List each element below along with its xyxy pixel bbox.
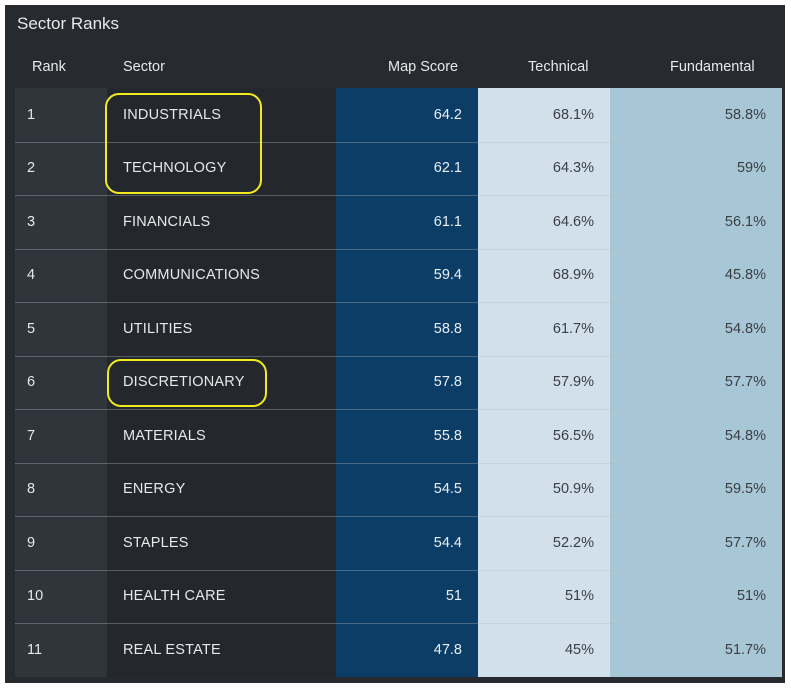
header-fundamental[interactable]: Fundamental bbox=[670, 59, 755, 75]
technical-cell: 52.2% bbox=[552, 534, 594, 551]
sector-cell: COMMUNICATIONS bbox=[123, 267, 261, 284]
rank-cell: 4 bbox=[27, 267, 36, 284]
technical-cell: 64.3% bbox=[552, 160, 594, 177]
map-score-column bbox=[336, 88, 478, 677]
sector-table: 1 INDUSTRIALS 64.2 68.1% 58.8% 2 TECHNOLOGY 62.… bbox=[15, 88, 782, 677]
sector-cell: ENERGY bbox=[123, 481, 186, 498]
table-row[interactable]: 7 MATERIALS 55.8 56.5% 54.8% bbox=[15, 409, 782, 463]
fundamental-column bbox=[610, 88, 782, 677]
rank-cell: 11 bbox=[27, 641, 43, 658]
map-score-cell: 55.8 bbox=[433, 427, 462, 444]
row-divider bbox=[15, 141, 782, 143]
fundamental-cell: 59.5% bbox=[724, 481, 766, 498]
technical-cell: 64.6% bbox=[552, 213, 594, 230]
map-score-cell: 47.8 bbox=[433, 641, 462, 658]
map-score-cell: 59.4 bbox=[433, 267, 462, 284]
header-sector[interactable]: Sector bbox=[123, 59, 165, 75]
sector-cell: DISCRETIONARY bbox=[123, 374, 245, 391]
table-row[interactable]: 3 FINANCIALS 61.1 64.6% 56.1% bbox=[15, 195, 782, 249]
row-divider bbox=[15, 516, 782, 517]
rank-cell: 7 bbox=[27, 427, 36, 444]
table-row[interactable]: 6 DISCRETIONARY 57.8 57.9% 57.7% bbox=[15, 356, 782, 410]
sector-cell: MATERIALS bbox=[123, 427, 206, 444]
fundamental-cell: 58.8% bbox=[724, 106, 766, 123]
fundamental-cell: 57.7% bbox=[724, 374, 766, 391]
row-divider bbox=[15, 355, 782, 357]
map-score-cell: 58.8 bbox=[433, 320, 462, 337]
technical-cell: 50.9% bbox=[552, 481, 594, 498]
row-divider bbox=[15, 623, 782, 624]
fundamental-cell: 57.7% bbox=[724, 534, 766, 551]
rank-cell: 9 bbox=[27, 534, 36, 551]
table-row[interactable]: 10 HEALTH CARE 51 51% 51% bbox=[15, 570, 782, 624]
header-technical[interactable]: Technical bbox=[528, 59, 589, 75]
rank-cell: 8 bbox=[27, 481, 36, 498]
fundamental-cell: 54.8% bbox=[724, 427, 766, 444]
rank-cell: 3 bbox=[27, 213, 36, 230]
table-row[interactable]: 2 TECHNOLOGY 62.1 64.3% 59% bbox=[15, 142, 782, 196]
technical-cell: 61.7% bbox=[552, 320, 594, 337]
map-score-cell: 64.2 bbox=[433, 106, 462, 123]
technical-cell: 51% bbox=[564, 588, 594, 605]
map-score-cell: 62.1 bbox=[433, 160, 462, 177]
map-score-cell: 54.4 bbox=[433, 534, 462, 551]
map-score-cell: 57.8 bbox=[433, 374, 462, 391]
technical-cell: 68.9% bbox=[552, 267, 594, 284]
sector-cell: STAPLES bbox=[123, 534, 189, 551]
row-divider bbox=[15, 462, 782, 464]
fundamental-cell: 56.1% bbox=[724, 213, 766, 230]
rank-cell: 1 bbox=[27, 106, 36, 123]
header-map-score[interactable]: Map Score bbox=[388, 59, 459, 75]
technical-column bbox=[478, 88, 610, 677]
technical-cell: 57.9% bbox=[552, 374, 594, 391]
rank-column bbox=[15, 88, 107, 677]
row-divider bbox=[15, 569, 782, 571]
table-row[interactable]: 9 STAPLES 54.4 52.2% 57.7% bbox=[15, 516, 782, 570]
sector-cell: FINANCIALS bbox=[123, 213, 211, 230]
rank-cell: 2 bbox=[27, 160, 36, 177]
row-divider bbox=[15, 302, 782, 303]
fundamental-cell: 51.7% bbox=[724, 641, 766, 658]
table-row[interactable]: 1 INDUSTRIALS 64.2 68.1% 58.8% bbox=[15, 88, 782, 142]
sector-cell: INDUSTRIALS bbox=[123, 106, 222, 123]
sector-cell: HEALTH CARE bbox=[123, 588, 226, 605]
rank-cell: 6 bbox=[27, 374, 36, 391]
fundamental-cell: 54.8% bbox=[724, 320, 766, 337]
header-rank[interactable]: Rank bbox=[32, 59, 66, 75]
fundamental-cell: 45.8% bbox=[724, 267, 766, 284]
table-row[interactable]: 5 UTILITIES 58.8 61.7% 54.8% bbox=[15, 302, 782, 356]
panel-title: Sector Ranks bbox=[17, 14, 120, 33]
row-divider bbox=[15, 409, 782, 410]
map-score-cell: 54.5 bbox=[433, 481, 462, 498]
table-row[interactable]: 4 COMMUNICATIONS 59.4 68.9% 45.8% bbox=[15, 249, 782, 303]
sector-cell: UTILITIES bbox=[123, 320, 193, 337]
fundamental-cell: 51% bbox=[736, 588, 766, 605]
technical-cell: 56.5% bbox=[552, 427, 594, 444]
sector-cell: REAL ESTATE bbox=[123, 641, 221, 658]
table-row[interactable]: 11 REAL ESTATE 47.8 45% 51.7% bbox=[15, 623, 782, 677]
map-score-cell: 61.1 bbox=[433, 213, 462, 230]
technical-cell: 45% bbox=[564, 641, 594, 658]
fundamental-cell: 59% bbox=[736, 160, 766, 177]
technical-cell: 68.1% bbox=[552, 106, 594, 123]
row-divider bbox=[15, 195, 782, 196]
rank-cell: 10 bbox=[27, 588, 44, 605]
map-score-cell: 51 bbox=[445, 588, 462, 605]
rank-cell: 5 bbox=[27, 320, 36, 337]
sector-column bbox=[107, 88, 336, 677]
table-row[interactable]: 8 ENERGY 54.5 50.9% 59.5% bbox=[15, 463, 782, 517]
sector-cell: TECHNOLOGY bbox=[123, 160, 227, 177]
row-divider bbox=[15, 248, 782, 250]
